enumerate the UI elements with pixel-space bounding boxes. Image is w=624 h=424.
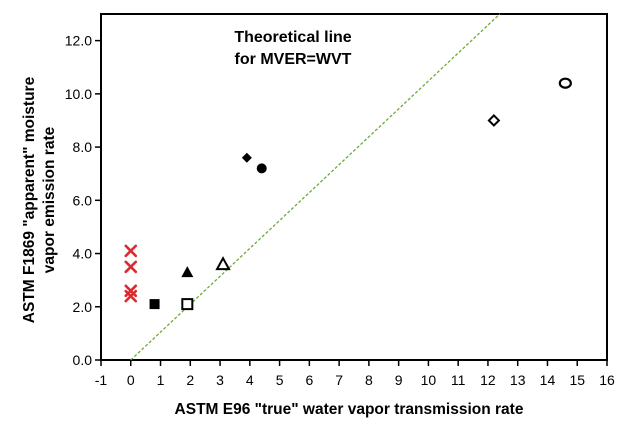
y-tick-label: 0.0 [73,352,93,368]
x-tick-label: 6 [305,372,313,388]
data-point-square-open [181,298,194,311]
x-tick-label: 11 [451,372,466,388]
data-points [124,77,572,311]
y-tick-label: 2.0 [73,299,93,315]
x-tick-label: -1 [95,372,108,388]
x-tick-label: 8 [365,372,373,388]
y-axis-ticks: 0.0 2.0 4.0 6.0 8.0 10.0 12.0 [65,33,101,368]
x-axis-ticks: -1 0 1 2 3 4 5 6 7 8 9 10 11 12 13 14 15 16 [95,360,615,388]
x-tick-label: 3 [216,372,224,388]
y-tick-label: 6.0 [73,192,93,208]
x-tick-label: 13 [510,372,526,388]
y-axis-title-line-1: ASTM F1869 "apparent" moisture [21,76,38,323]
y-tick-label: 8.0 [73,139,93,155]
x-tick-label: 1 [157,372,165,388]
y-tick-label: 10.0 [65,86,92,102]
x-tick-label: 14 [540,372,556,388]
x-tick-label: 0 [127,372,135,388]
data-point-triangle-open [215,256,231,271]
theoretical-line [130,13,501,361]
x-tick-label: 10 [421,372,437,388]
data-point-diamond-filled [241,152,252,163]
data-point-x [124,260,138,274]
data-point-x [124,289,138,303]
plot-frame [100,13,608,361]
data-point-square-filled [149,299,160,310]
reference-line-group [130,13,501,361]
x-tick-label: 4 [246,372,254,388]
y-tick-label: 12.0 [65,33,92,49]
y-axis-title-line-2: vapor emission rate [41,126,58,273]
data-point-diamond-open [487,114,501,127]
x-tick-label: 5 [276,372,284,388]
data-point-circle-open [558,77,572,89]
x-tick-label: 12 [480,372,496,388]
x-tick-label: 2 [186,372,194,388]
x-tick-label: 15 [569,372,585,388]
data-point-triangle-filled [181,266,194,278]
x-tick-label: 16 [599,372,615,388]
data-point-x [124,244,138,258]
annotation-line-2: for MVER=WVT [235,51,352,68]
x-axis-title: ASTM E96 "true" water vapor transmission… [175,401,524,418]
y-tick-label: 4.0 [73,246,93,262]
data-point-circle-filled [256,163,267,174]
annotation-line-1: Theoretical line [234,29,351,46]
x-tick-label: 7 [335,372,343,388]
x-tick-label: 9 [395,372,403,388]
